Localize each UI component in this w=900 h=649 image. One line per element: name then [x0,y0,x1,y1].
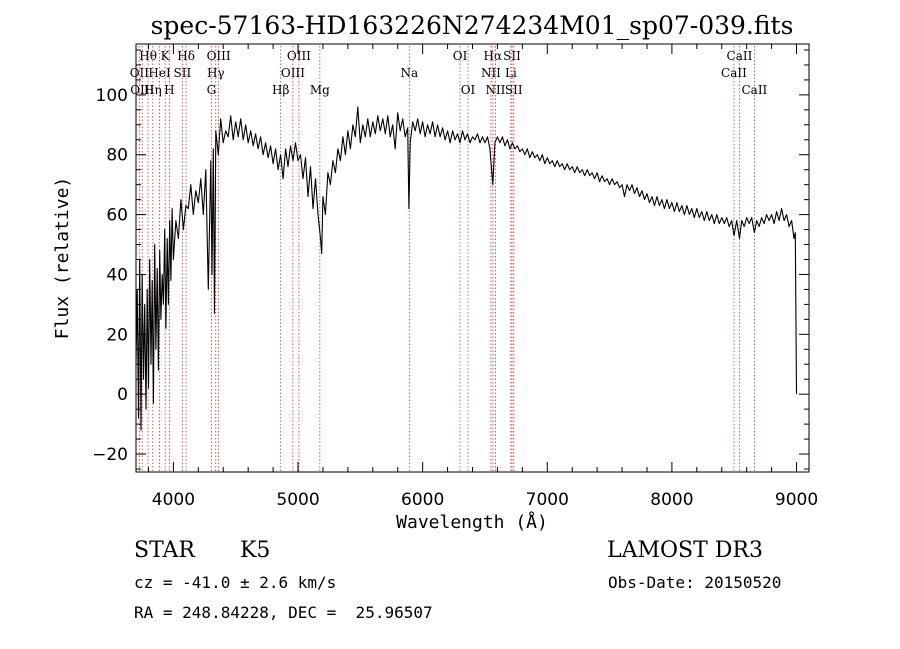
x-tick-label-7000: 7000 [526,490,569,510]
y-tick-label--20: −20 [92,445,128,465]
line-label-15: Mg [310,83,330,97]
line-label-23: Li [505,66,517,80]
y-tick-label-0: 0 [117,385,128,405]
y-axis-label: Flux (relative) [52,177,73,340]
spectrum-series [135,106,798,431]
x-tick-label-8000: 8000 [650,490,693,510]
y-tick-label-80: 80 [106,146,128,166]
y-tick-label-20: 20 [106,325,128,345]
line-label-14: Hβ [272,83,289,97]
line-label-5: Hη [144,83,162,97]
x-tick-label-9000: 9000 [775,490,818,510]
coordinates-readout: RA = 248.84228, DEC = 25.96507 [134,603,433,622]
line-label-19: Hα [484,49,503,63]
line-label-22: SII [503,49,521,63]
line-label-26: CaII [721,66,747,80]
line-label-24: SII [505,83,523,97]
line-label-12: OIII [287,49,311,63]
chart-title: spec-57163-HD163226N274234M01_sp07-039.f… [151,11,794,40]
line-label-11: G [207,83,217,97]
line-label-8: H [164,83,174,97]
y-tick-label-60: 60 [106,206,128,226]
y-axis: −20 0 20 40 60 80 100 [92,49,809,470]
x-tick-label-5000: 5000 [276,490,319,510]
x-axis: 4000 5000 6000 7000 8000 9000 [147,44,818,510]
line-label-17: OI [453,49,468,63]
series-line-0 [135,106,798,431]
line-label-6: Hδ [177,49,195,63]
object-class: STAR [134,538,195,563]
x-tick-label-4000: 4000 [152,490,195,510]
plot-frame [135,43,810,473]
survey-name: LAMOST DR3 [607,538,763,563]
line-label-20: NII [481,66,501,80]
line-label-0: Hθ [139,49,157,63]
line-label-10: Hγ [207,66,225,80]
y-tick-label-100: 100 [96,86,128,106]
line-label-16: Na [400,66,418,80]
line-label-13: OIII [281,66,305,80]
line-label-27: CaII [741,83,767,97]
y-tick-label-40: 40 [106,265,128,285]
x-axis-label: Wavelength (Å) [396,511,548,533]
line-label-3: K [161,49,171,63]
x-tick-label-6000: 6000 [401,490,444,510]
line-label-25: CaII [727,49,753,63]
redshift-readout: cz = -41.0 ± 2.6 km/s [134,573,337,592]
line-label-4: HeI [148,66,171,80]
line-label-1: OII [130,66,150,80]
line-label-9: OIII [207,49,231,63]
line-label-18: OI [461,83,476,97]
line-label-7: SII [174,66,192,80]
line-label-21: NII [485,83,505,97]
observation-date: Obs-Date: 20150520 [608,573,782,592]
object-subclass: K5 [240,538,271,563]
